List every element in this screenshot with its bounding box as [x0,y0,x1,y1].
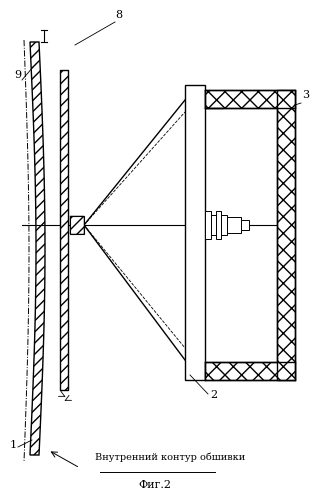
Bar [205,211,211,239]
Text: 8: 8 [115,10,122,20]
Bar [60,70,68,390]
Bar [216,211,221,239]
Bar [185,85,205,380]
Bar [205,362,295,380]
Text: Фиг.2: Фиг.2 [139,480,171,490]
Bar [70,216,84,234]
Bar [277,90,295,380]
Bar [205,90,295,108]
Bar [227,217,241,233]
Text: 3: 3 [302,90,309,100]
Bar [221,215,227,235]
Bar [70,216,84,234]
Bar [60,70,68,390]
Polygon shape [30,42,45,455]
Text: 1: 1 [10,440,17,450]
Text: 9: 9 [14,70,21,80]
Bar [211,215,216,235]
Text: Внутренний контур обшивки: Внутренний контур обшивки [95,453,245,462]
Bar [241,220,249,230]
Text: 2: 2 [210,390,217,400]
